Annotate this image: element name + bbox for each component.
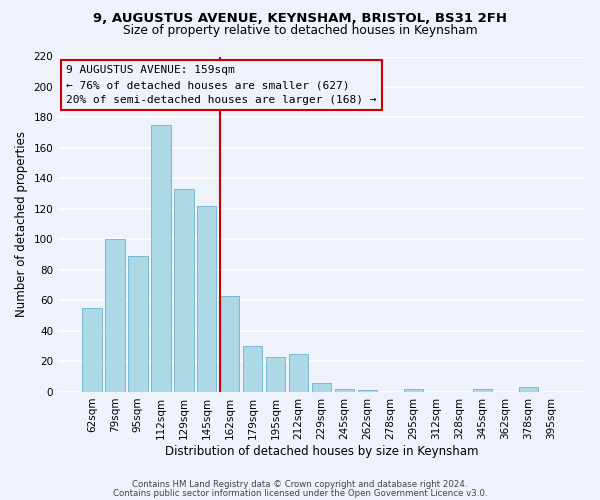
Bar bbox=[335, 389, 355, 392]
Y-axis label: Number of detached properties: Number of detached properties bbox=[15, 131, 28, 317]
Bar bbox=[266, 357, 286, 392]
Bar bbox=[151, 125, 170, 392]
Bar bbox=[243, 346, 262, 392]
Text: 9 AUGUSTUS AVENUE: 159sqm
← 76% of detached houses are smaller (627)
20% of semi: 9 AUGUSTUS AVENUE: 159sqm ← 76% of detac… bbox=[66, 65, 377, 106]
Text: 9, AUGUSTUS AVENUE, KEYNSHAM, BRISTOL, BS31 2FH: 9, AUGUSTUS AVENUE, KEYNSHAM, BRISTOL, B… bbox=[93, 12, 507, 26]
Bar bbox=[404, 389, 423, 392]
Bar bbox=[128, 256, 148, 392]
Bar bbox=[220, 296, 239, 392]
Bar bbox=[289, 354, 308, 392]
Bar bbox=[174, 189, 194, 392]
Bar bbox=[197, 206, 217, 392]
Bar bbox=[82, 308, 101, 392]
X-axis label: Distribution of detached houses by size in Keynsham: Distribution of detached houses by size … bbox=[165, 444, 478, 458]
Bar bbox=[312, 383, 331, 392]
Text: Size of property relative to detached houses in Keynsham: Size of property relative to detached ho… bbox=[122, 24, 478, 37]
Bar bbox=[105, 240, 125, 392]
Bar bbox=[518, 388, 538, 392]
Text: Contains public sector information licensed under the Open Government Licence v3: Contains public sector information licen… bbox=[113, 488, 487, 498]
Text: Contains HM Land Registry data © Crown copyright and database right 2024.: Contains HM Land Registry data © Crown c… bbox=[132, 480, 468, 489]
Bar bbox=[473, 389, 492, 392]
Bar bbox=[358, 390, 377, 392]
